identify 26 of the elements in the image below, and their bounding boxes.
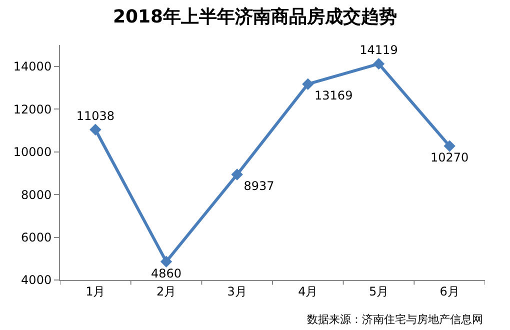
point: [231, 168, 243, 180]
point: [444, 140, 456, 152]
source-note: 数据来源：济南住宅与房地产信息网: [307, 313, 483, 326]
x-tick-label: 4月: [298, 284, 318, 298]
y-tick-label: 4000: [21, 273, 52, 288]
point: [160, 256, 172, 268]
data-label: 11038: [76, 109, 115, 124]
x-tick-label: 5月: [368, 284, 389, 298]
y-tick-label: 10000: [13, 145, 52, 160]
chart-title: 2018年上半年济南商品房成交趋势: [112, 6, 398, 28]
point: [372, 58, 385, 70]
data-label: 4860: [150, 266, 182, 280]
x-tick-label: 1月: [86, 284, 106, 298]
point: [90, 124, 102, 136]
data-label: 13169: [314, 88, 353, 103]
y-tick-label: 6000: [21, 230, 52, 244]
y-tick-label: 14000: [13, 60, 52, 74]
y-tick-label: 12000: [13, 102, 52, 116]
x-tick-label: 3月: [227, 284, 247, 298]
y-tick-label: 8000: [21, 188, 52, 202]
point: [302, 78, 314, 90]
x-tick-label: 6月: [440, 284, 460, 298]
data-label: 10270: [430, 150, 469, 165]
x-tick-label: 2月: [156, 284, 176, 298]
data-label: 8937: [244, 179, 274, 194]
data-label: 14119: [360, 43, 398, 58]
